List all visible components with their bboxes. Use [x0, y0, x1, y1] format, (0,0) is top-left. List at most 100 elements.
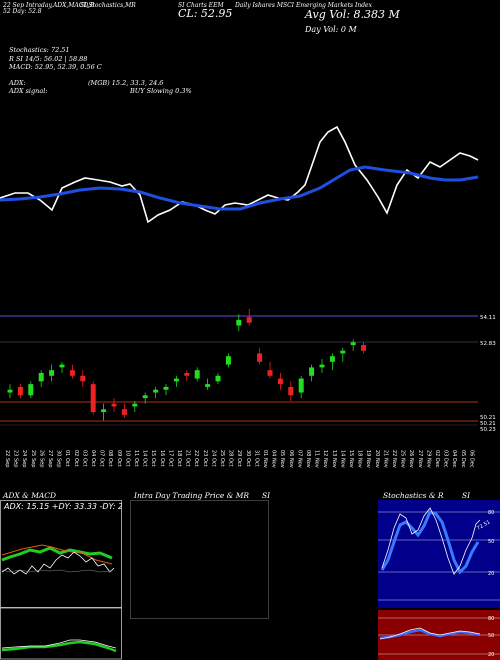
- date-label: 29 Oct: [236, 450, 242, 467]
- candle-body: [7, 389, 13, 393]
- intraday-panel: [130, 500, 269, 619]
- price-level-label: 50.21: [480, 421, 496, 427]
- stochastics-panel: 80 50 20 72.51 80 50 20: [378, 500, 500, 660]
- macd-label: MACD: 52.95, 52.39, 0.56 C: [9, 63, 102, 71]
- candle-body: [38, 372, 44, 382]
- date-label: 02 Dec: [434, 450, 440, 468]
- header-chart-name: SI Charts EEM: [178, 2, 224, 9]
- date-label: 01 Nov: [262, 450, 268, 468]
- date-label: 22 Oct: [193, 450, 199, 467]
- adx-gray-line: [1, 569, 113, 573]
- adx-green-line: [1, 546, 113, 562]
- header-indicators-line: SI,Stochastics,MR: [80, 2, 136, 9]
- intraday-si-title: SI: [262, 491, 271, 500]
- candle-body: [184, 372, 190, 376]
- rsi-axis-label: 80: [488, 616, 494, 622]
- buy-signal-label: BUY Slowing 0.3%: [130, 87, 192, 95]
- date-label: 27 Nov: [417, 450, 423, 468]
- date-label: 08 Nov: [305, 450, 311, 468]
- adx-signal-label: ADX signal:: [9, 87, 48, 95]
- candle-body: [153, 389, 159, 393]
- rsi-axis-label: 20: [488, 652, 494, 658]
- avg-volume: Avg Vol: 8.383 M: [305, 8, 400, 21]
- date-label: 25 Sep: [30, 450, 36, 467]
- date-label: 16 Oct: [159, 450, 165, 467]
- main-chart: 54.11 52.83 50.21 50.21 50.23 22 Sep 23 S…: [0, 125, 496, 468]
- date-label: 03 Oct: [81, 450, 87, 467]
- stochastics-title: Stochastics & R: [383, 491, 444, 500]
- candlestick-group: [7, 308, 367, 421]
- adx-values: ADX: 15.15 +DY: 33.33 -DY: 24.56: [3, 502, 122, 511]
- price-line: [0, 125, 479, 224]
- date-label: 06 Nov: [288, 450, 294, 468]
- date-axis-labels: 22 Sep 23 Sep 24 Sep 25 Sep 26 Sep 27 Sep 30 S…: [4, 450, 474, 468]
- date-label: 04 Oct: [90, 450, 96, 467]
- candle-body: [246, 317, 252, 323]
- date-label: 07 Nov: [296, 450, 302, 468]
- date-label: 23 Sep: [13, 450, 19, 467]
- date-label: 30 Sep: [56, 450, 62, 467]
- date-label: 11 Oct: [133, 450, 139, 467]
- candle-body: [267, 370, 273, 376]
- candle-body: [121, 409, 127, 415]
- candle-body: [225, 356, 231, 365]
- date-label: 25 Nov: [400, 450, 406, 468]
- date-label: 15 Oct: [150, 450, 156, 467]
- date-label: 23 Oct: [202, 450, 208, 467]
- candle-body: [49, 370, 55, 376]
- date-label: 02 Oct: [73, 450, 79, 467]
- date-label: 17 Oct: [167, 450, 173, 467]
- price-level-label: 52.83: [480, 341, 496, 347]
- date-label: 19 Nov: [365, 450, 371, 468]
- date-label: 12 Nov: [322, 450, 328, 468]
- date-label: 26 Nov: [408, 450, 414, 468]
- candle-body: [194, 370, 200, 379]
- date-label: 04 Nov: [271, 450, 277, 468]
- candle-body: [69, 370, 75, 376]
- stochastics-label: Stochastics: 72.51: [9, 46, 70, 54]
- date-label: 08 Oct: [107, 450, 113, 467]
- candle-body: [309, 367, 315, 376]
- date-label: 28 Oct: [228, 450, 234, 467]
- price-level-label: 50.23: [480, 427, 496, 433]
- candle-body: [329, 356, 335, 362]
- candle-body: [101, 409, 107, 413]
- date-label: 10 Oct: [124, 450, 130, 467]
- candle-body: [17, 386, 23, 396]
- candle-body: [173, 378, 179, 382]
- stoch-axis-label: 80: [488, 510, 494, 516]
- intraday-title: Intra Day Trading Price & MR: [134, 491, 250, 500]
- date-label: 01 Oct: [64, 450, 70, 467]
- date-label: 04 Dec: [451, 450, 457, 468]
- candle-body: [80, 375, 86, 382]
- mgb-label: (MGB) 15.2, 33.3, 24.6: [88, 79, 164, 87]
- header-description: Daily Ishares MSCI Emerging Markets Inde…: [235, 2, 372, 9]
- header-wk-line: 52 Day: 52.8: [3, 8, 42, 15]
- candle-body: [132, 403, 138, 407]
- candle-body: [111, 403, 117, 407]
- adx-white-line: [1, 551, 115, 575]
- candle-body: [350, 342, 356, 346]
- candle-body: [236, 319, 242, 326]
- date-label: 18 Nov: [357, 450, 363, 468]
- date-label: 05 Nov: [279, 450, 285, 468]
- candle-body: [361, 345, 367, 351]
- day-volume: Day Vol: 0 M: [305, 25, 357, 34]
- date-label: 07 Oct: [99, 450, 105, 467]
- date-label: 30 Oct: [245, 450, 251, 467]
- date-label: 13 Nov: [331, 450, 337, 468]
- candle-body: [340, 350, 346, 354]
- stochastics-si-title: SI: [462, 491, 471, 500]
- date-label: 18 Oct: [176, 450, 182, 467]
- date-label: 21 Nov: [382, 450, 388, 468]
- date-label: 27 Sep: [47, 450, 53, 467]
- candle-body: [28, 384, 34, 396]
- date-label: 31 Oct: [253, 450, 259, 467]
- stoch-blue-line: [380, 510, 480, 575]
- rsi-white-line: [379, 627, 481, 640]
- date-label: 11 Nov: [314, 450, 320, 468]
- header-symbol-line: 22 Sep Intraday,ADX,MACD,B: [3, 2, 95, 9]
- date-label: 24 Oct: [210, 450, 216, 467]
- stoch-axis-label: 50: [488, 539, 494, 545]
- candle-body: [90, 384, 96, 413]
